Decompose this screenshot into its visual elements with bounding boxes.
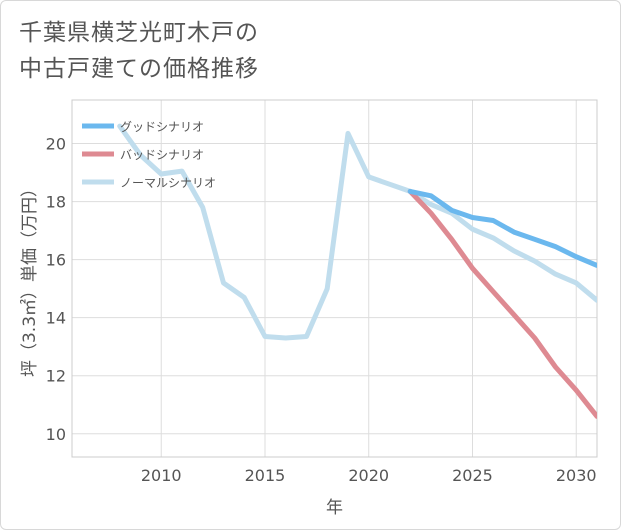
series-line-0 [407, 188, 597, 268]
grid-lines [72, 100, 597, 457]
chart-title-line2: 中古戸建ての価格推移 [19, 56, 259, 82]
legend-label: バッドシナリオ [120, 148, 204, 162]
chart-title: 千葉県横芝光町木戸の 中古戸建ての価格推移 [19, 15, 579, 87]
x-tick-label: 2020 [348, 466, 389, 485]
y-tick-label: 16 [46, 251, 66, 270]
x-tick-label: 2030 [556, 466, 597, 485]
series-line-1 [407, 188, 597, 419]
plot-frame [71, 99, 598, 458]
tick-labels: 2010 2015 2020 2025 2030 10 12 14 16 18 20 [46, 135, 597, 485]
y-tick-label: 10 [46, 425, 66, 444]
x-tick-label: 2015 [245, 466, 286, 485]
chart-title-line1: 千葉県横芝光町木戸の [19, 20, 259, 46]
y-axis-label: 坪（3.3㎡）単価（万円） [20, 180, 40, 377]
legend-label: グッドシナリオ [120, 120, 204, 134]
x-axis-label: 年 [326, 498, 343, 518]
y-tick-label: 20 [46, 135, 66, 154]
y-tick-label: 14 [46, 309, 66, 328]
x-tick-label: 2025 [452, 466, 493, 485]
legend-label: ノーマルシナリオ [120, 176, 216, 190]
x-tick-label: 2010 [141, 466, 182, 485]
series-line-2 [117, 123, 597, 341]
y-tick-label: 18 [46, 193, 66, 212]
y-tick-label: 12 [46, 367, 66, 386]
series-layer [117, 123, 597, 419]
